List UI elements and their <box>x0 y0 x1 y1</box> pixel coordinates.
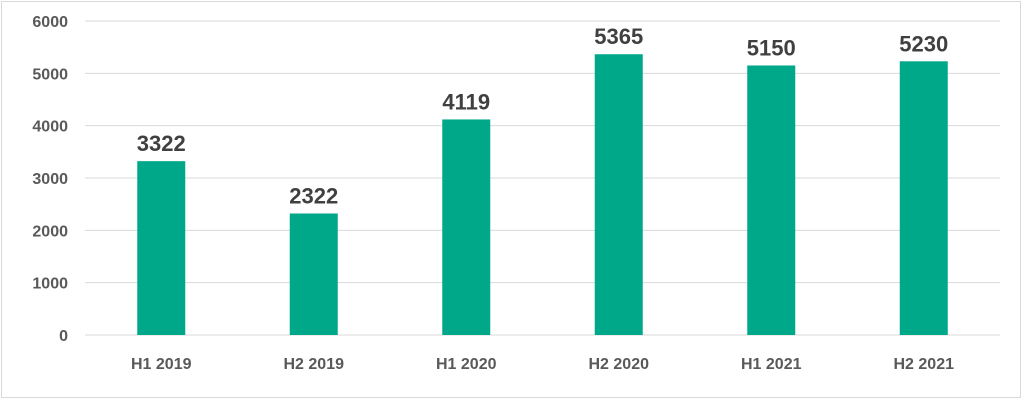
bars <box>137 54 948 336</box>
bar <box>137 161 186 335</box>
data-label: 5365 <box>594 24 643 49</box>
x-axis-categories: H1 2019 H2 2019 H1 2020 H2 2020 H1 2021 H2 20… <box>131 356 954 373</box>
bar <box>747 65 796 335</box>
bar <box>442 119 491 336</box>
data-labels: 3322 2322 4119 5365 5150 5230 <box>137 24 948 208</box>
x-category-label: H2 2021 <box>894 356 955 373</box>
y-tick-label: 6000 <box>32 14 68 31</box>
gridlines <box>85 20 1000 336</box>
data-label: 5150 <box>747 35 796 60</box>
x-category-label: H2 2020 <box>589 356 650 373</box>
data-label: 5230 <box>899 31 948 56</box>
data-label: 4119 <box>442 89 490 114</box>
y-tick-label: 4000 <box>32 119 68 136</box>
x-category-label: H1 2021 <box>741 356 802 373</box>
y-tick-label: 3000 <box>32 171 68 188</box>
y-tick-label: 0 <box>59 328 68 345</box>
y-tick-label: 5000 <box>32 66 68 83</box>
bar <box>289 213 338 335</box>
data-label: 2322 <box>289 183 338 208</box>
y-tick-label: 1000 <box>32 276 68 293</box>
bar <box>899 61 948 336</box>
data-label: 3322 <box>137 131 186 156</box>
x-category-label: H2 2019 <box>284 356 345 373</box>
y-axis-ticks: 0 1000 2000 3000 4000 5000 6000 <box>32 14 68 345</box>
x-category-label: H1 2020 <box>436 356 497 373</box>
bar <box>594 54 643 336</box>
y-tick-label: 2000 <box>32 223 68 240</box>
x-category-label: H1 2019 <box>131 356 192 373</box>
